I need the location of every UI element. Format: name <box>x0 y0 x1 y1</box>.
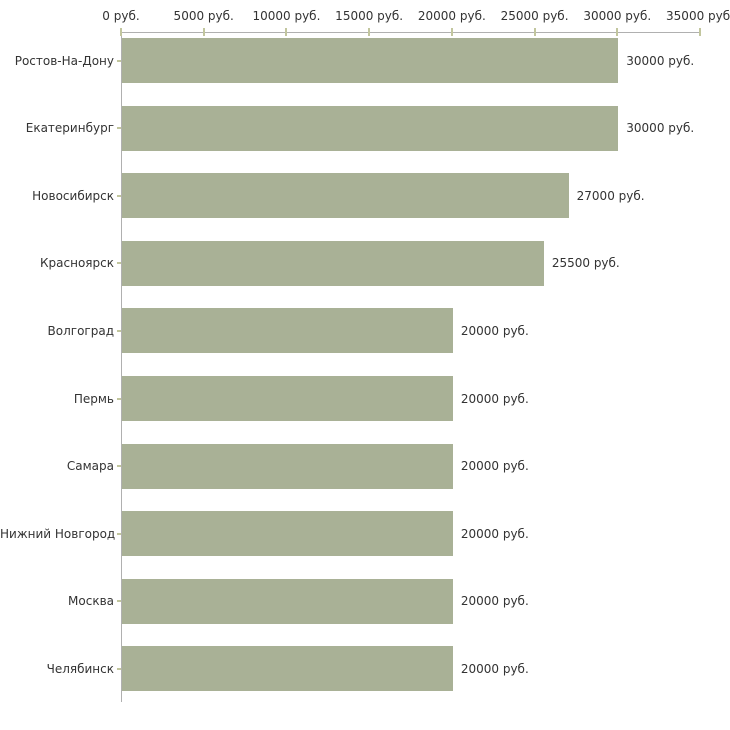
value-label: 20000 руб. <box>460 661 529 676</box>
bar-2 <box>122 105 619 151</box>
x-axis-tick <box>450 28 453 36</box>
x-axis-tick-label: 15000 руб. <box>335 9 404 23</box>
bar-1 <box>122 38 619 83</box>
category-label: Москва <box>68 594 114 609</box>
x-axis-tick-label: 30000 руб. <box>583 9 652 23</box>
category-label: Екатеринбург <box>25 121 114 136</box>
value-label: 20000 руб. <box>460 594 529 609</box>
bar-4 <box>122 240 544 286</box>
y-axis-tick <box>117 329 121 332</box>
value-label: 25500 руб. <box>551 256 620 271</box>
y-axis-tick <box>117 465 121 468</box>
bar-7 <box>122 443 453 489</box>
category-label: Пермь <box>73 391 114 406</box>
x-axis-tick <box>120 28 122 36</box>
value-label: 27000 руб. <box>576 188 645 203</box>
category-label: Ростов-На-Дону <box>14 53 114 68</box>
x-axis-tick-label: 35000 руб. <box>666 9 730 23</box>
value-label: 20000 руб. <box>460 391 529 406</box>
y-axis-tick <box>117 667 121 670</box>
y-axis-tick <box>117 600 121 603</box>
x-axis-tick <box>616 28 619 36</box>
y-axis-tick <box>117 59 121 62</box>
bar-9 <box>122 578 453 624</box>
x-axis-tick <box>533 28 536 36</box>
category-label: Нижний Новгород <box>0 526 116 541</box>
x-axis-tick-label: 5000 руб. <box>173 9 234 23</box>
value-label: 20000 руб. <box>460 323 529 338</box>
x-axis-tick <box>202 28 205 36</box>
y-axis-line <box>121 32 122 702</box>
y-axis-tick <box>117 194 121 197</box>
x-axis-tick <box>285 28 288 36</box>
y-axis-tick <box>117 532 121 535</box>
category-label: Новосибирск <box>32 188 114 203</box>
y-axis-tick <box>117 397 121 400</box>
category-label: Волгоград <box>47 323 114 338</box>
bar-10 <box>122 646 453 692</box>
x-axis-tick-label: 0 руб. <box>102 9 140 23</box>
category-label: Челябинск <box>46 661 114 676</box>
x-axis-tick-label: 20000 руб. <box>417 9 486 23</box>
value-label: 20000 руб. <box>460 526 529 541</box>
x-axis-tick <box>368 28 371 36</box>
category-label: Красноярск <box>40 256 114 271</box>
y-axis-tick <box>117 127 121 130</box>
bar-8 <box>122 511 453 557</box>
value-label: 20000 руб. <box>460 459 529 474</box>
bar-3 <box>122 173 569 219</box>
x-axis-tick-label: 10000 руб. <box>252 9 321 23</box>
bar-5 <box>122 308 453 354</box>
value-label: 30000 руб. <box>626 53 695 68</box>
category-label: Самара <box>66 459 114 474</box>
x-axis-tick <box>699 28 701 36</box>
x-axis-tick-label: 25000 руб. <box>500 9 569 23</box>
bar-6 <box>122 376 453 421</box>
value-label: 30000 руб. <box>626 121 695 136</box>
y-axis-tick <box>117 262 121 265</box>
x-axis-line <box>121 32 701 33</box>
